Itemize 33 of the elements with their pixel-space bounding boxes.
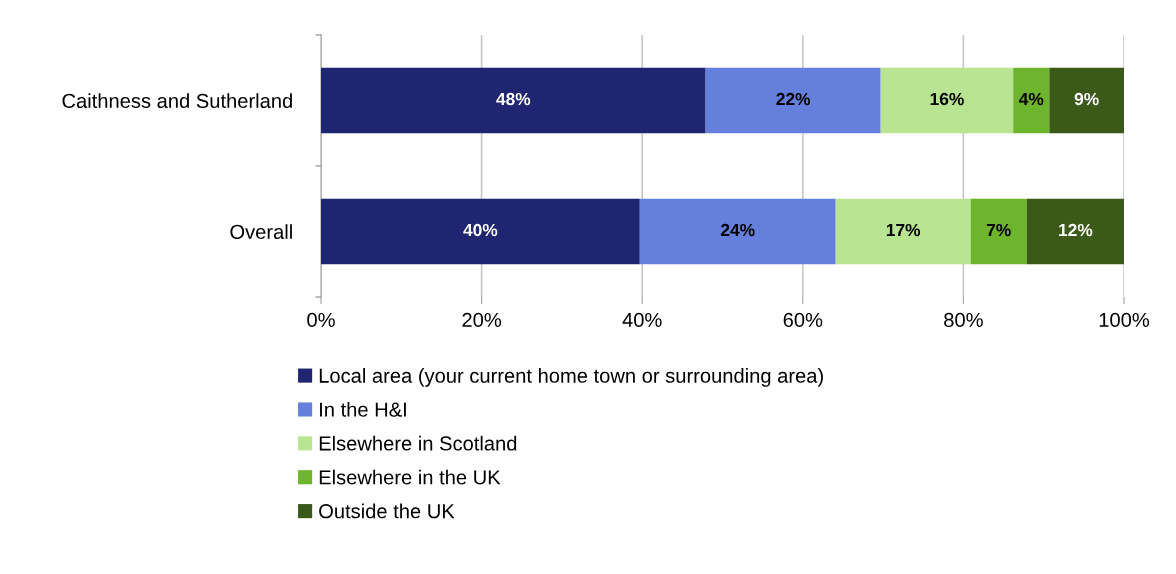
y-tick-label: Overall (230, 224, 292, 239)
x-tick-label: 80% (944, 312, 983, 328)
data-label: 4% (1018, 92, 1044, 106)
y-tick-label: Caithness and Sutherland (62, 93, 292, 108)
data-label: 12% (1059, 223, 1093, 237)
bar (970, 198, 1027, 265)
bar (705, 67, 881, 134)
bar (639, 198, 836, 265)
data-label: 24% (720, 223, 755, 237)
bar (880, 67, 1014, 134)
x-tick-label: 0% (307, 312, 335, 328)
data-label: 17% (886, 223, 921, 237)
legend-label: Elsewhere in the UK (319, 469, 501, 485)
x-tick-label: 40% (622, 312, 662, 328)
legend-label: Outside the UK (319, 503, 455, 519)
bar (835, 198, 971, 265)
data-label: 7% (986, 223, 1011, 237)
legend-label: Elsewhere in Scotland (319, 435, 517, 451)
x-tick-label: 100% (1099, 312, 1150, 328)
bar (321, 67, 706, 134)
bar (1026, 198, 1124, 265)
legend-label: In the H&I (320, 401, 406, 417)
data-label: 9% (1074, 92, 1099, 106)
x-tick-label: 60% (783, 312, 823, 328)
data-label: 22% (776, 92, 811, 106)
data-label: 48% (496, 92, 531, 106)
bar (321, 198, 640, 265)
data-label: 40% (463, 223, 498, 237)
data-label: 16% (930, 92, 964, 106)
bar (1049, 67, 1124, 134)
legend-label: Local area (your current home town or surrounding area) (319, 368, 823, 387)
x-tick-label: 20% (462, 312, 502, 328)
bar (1013, 67, 1050, 134)
